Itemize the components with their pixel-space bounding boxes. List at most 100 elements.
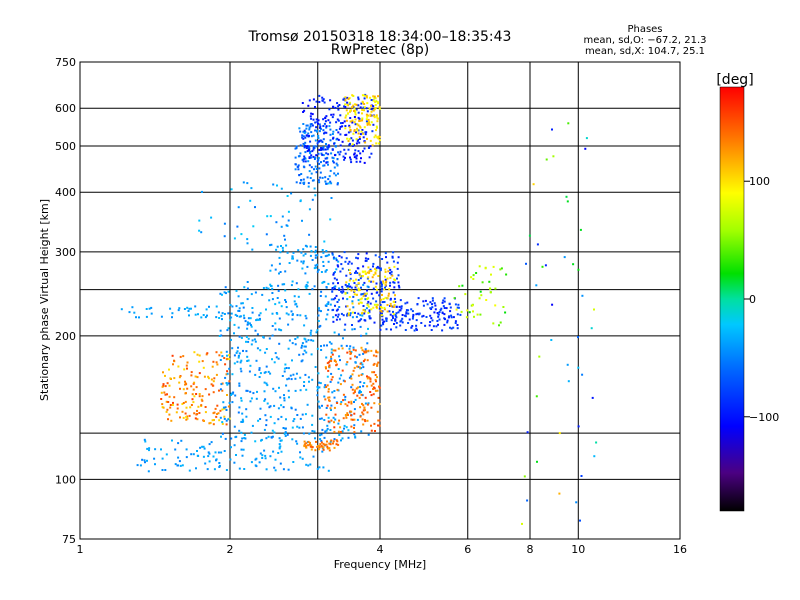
data-point xyxy=(355,284,358,287)
data-point xyxy=(197,405,200,408)
data-point xyxy=(351,139,354,142)
data-point xyxy=(382,323,385,326)
x-axis-ticks: 1 2 4 6 8 10 16 xyxy=(77,543,688,556)
data-point xyxy=(294,338,297,340)
data-point xyxy=(400,307,403,310)
data-point xyxy=(223,235,226,238)
data-point xyxy=(251,307,254,309)
data-point xyxy=(348,101,351,104)
data-point xyxy=(456,324,459,326)
data-point xyxy=(228,354,231,357)
data-point xyxy=(320,148,323,151)
data-point xyxy=(457,303,460,306)
data-point xyxy=(366,102,369,105)
data-point xyxy=(296,414,299,416)
data-point xyxy=(334,349,337,352)
data-point xyxy=(351,145,354,147)
data-point xyxy=(247,340,250,343)
data-point xyxy=(278,437,281,440)
data-point xyxy=(284,270,287,273)
data-point xyxy=(161,385,164,388)
data-point xyxy=(320,310,322,313)
data-point xyxy=(148,449,150,452)
x-tick-label: 2 xyxy=(227,543,234,556)
data-point xyxy=(324,295,327,298)
data-point xyxy=(304,244,307,247)
data-point xyxy=(399,309,402,312)
data-point xyxy=(368,315,371,318)
data-point xyxy=(361,117,364,120)
data-point xyxy=(242,306,245,309)
x-tick-label: 8 xyxy=(527,543,534,556)
data-point xyxy=(281,283,284,286)
data-point xyxy=(276,297,279,299)
data-point xyxy=(338,377,341,380)
data-point xyxy=(305,351,308,354)
data-point xyxy=(200,404,203,407)
data-point xyxy=(577,336,579,339)
data-point xyxy=(344,283,347,286)
data-point xyxy=(350,402,353,405)
data-point xyxy=(398,305,401,308)
data-point xyxy=(331,376,334,379)
data-point xyxy=(353,144,355,147)
data-point xyxy=(165,400,168,403)
data-point xyxy=(364,396,367,399)
data-point xyxy=(335,360,337,363)
data-point xyxy=(337,151,340,154)
data-point xyxy=(269,269,272,272)
data-point xyxy=(286,251,289,254)
data-point xyxy=(321,428,324,431)
data-point xyxy=(316,270,319,273)
data-point xyxy=(316,445,319,448)
data-point xyxy=(484,267,487,270)
data-point xyxy=(335,443,338,446)
data-point xyxy=(388,288,391,291)
data-point xyxy=(584,147,587,150)
data-point xyxy=(191,393,194,396)
data-point xyxy=(566,200,569,203)
data-point xyxy=(295,145,298,148)
data-point xyxy=(272,183,275,186)
data-point xyxy=(332,272,335,275)
data-point xyxy=(375,306,378,308)
data-point xyxy=(349,129,352,131)
data-point xyxy=(322,129,325,132)
data-point xyxy=(415,328,418,331)
data-point xyxy=(169,406,172,409)
data-point xyxy=(396,277,398,280)
data-point xyxy=(349,277,352,280)
data-point xyxy=(359,415,362,418)
data-point xyxy=(339,359,341,362)
data-point xyxy=(373,371,376,374)
data-point xyxy=(310,117,313,120)
data-point xyxy=(376,126,378,129)
data-point xyxy=(322,260,325,263)
data-point xyxy=(226,354,228,357)
data-point xyxy=(203,447,206,450)
data-point xyxy=(338,255,341,257)
data-point xyxy=(250,293,253,296)
data-point xyxy=(489,291,492,294)
data-point xyxy=(330,182,333,185)
data-point xyxy=(231,401,234,404)
data-point xyxy=(270,285,272,287)
data-point xyxy=(202,314,205,316)
data-point xyxy=(288,262,291,264)
data-point xyxy=(385,328,388,331)
data-point xyxy=(368,271,371,274)
data-point xyxy=(374,272,377,275)
data-point xyxy=(362,404,365,407)
data-point xyxy=(227,312,230,315)
data-point xyxy=(282,406,285,409)
data-point xyxy=(318,309,321,312)
data-point xyxy=(240,359,243,362)
data-point xyxy=(329,180,332,183)
data-point xyxy=(291,342,294,345)
data-point xyxy=(345,274,348,277)
data-point xyxy=(291,359,293,362)
data-point xyxy=(369,391,372,393)
data-point xyxy=(363,140,366,143)
data-point xyxy=(347,148,350,151)
data-point xyxy=(242,314,245,317)
